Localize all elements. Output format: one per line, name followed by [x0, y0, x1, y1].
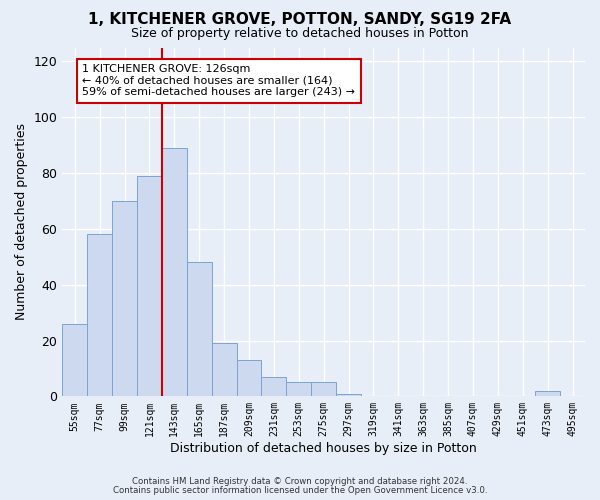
Text: 1 KITCHENER GROVE: 126sqm
← 40% of detached houses are smaller (164)
59% of semi: 1 KITCHENER GROVE: 126sqm ← 40% of detac…	[82, 64, 355, 98]
Bar	[112, 201, 137, 396]
Text: Contains public sector information licensed under the Open Government Licence v3: Contains public sector information licen…	[113, 486, 487, 495]
Text: 1, KITCHENER GROVE, POTTON, SANDY, SG19 2FA: 1, KITCHENER GROVE, POTTON, SANDY, SG19 …	[88, 12, 512, 28]
Bar	[311, 382, 336, 396]
Bar	[286, 382, 311, 396]
Bar	[535, 391, 560, 396]
Bar	[162, 148, 187, 396]
Text: Size of property relative to detached houses in Potton: Size of property relative to detached ho…	[131, 28, 469, 40]
Bar	[336, 394, 361, 396]
Y-axis label: Number of detached properties: Number of detached properties	[15, 124, 28, 320]
Bar	[187, 262, 212, 396]
X-axis label: Distribution of detached houses by size in Potton: Distribution of detached houses by size …	[170, 442, 477, 455]
Bar	[262, 377, 286, 396]
Text: Contains HM Land Registry data © Crown copyright and database right 2024.: Contains HM Land Registry data © Crown c…	[132, 477, 468, 486]
Bar	[212, 344, 236, 396]
Bar	[236, 360, 262, 397]
Bar	[137, 176, 162, 396]
Bar	[62, 324, 87, 396]
Bar	[87, 234, 112, 396]
